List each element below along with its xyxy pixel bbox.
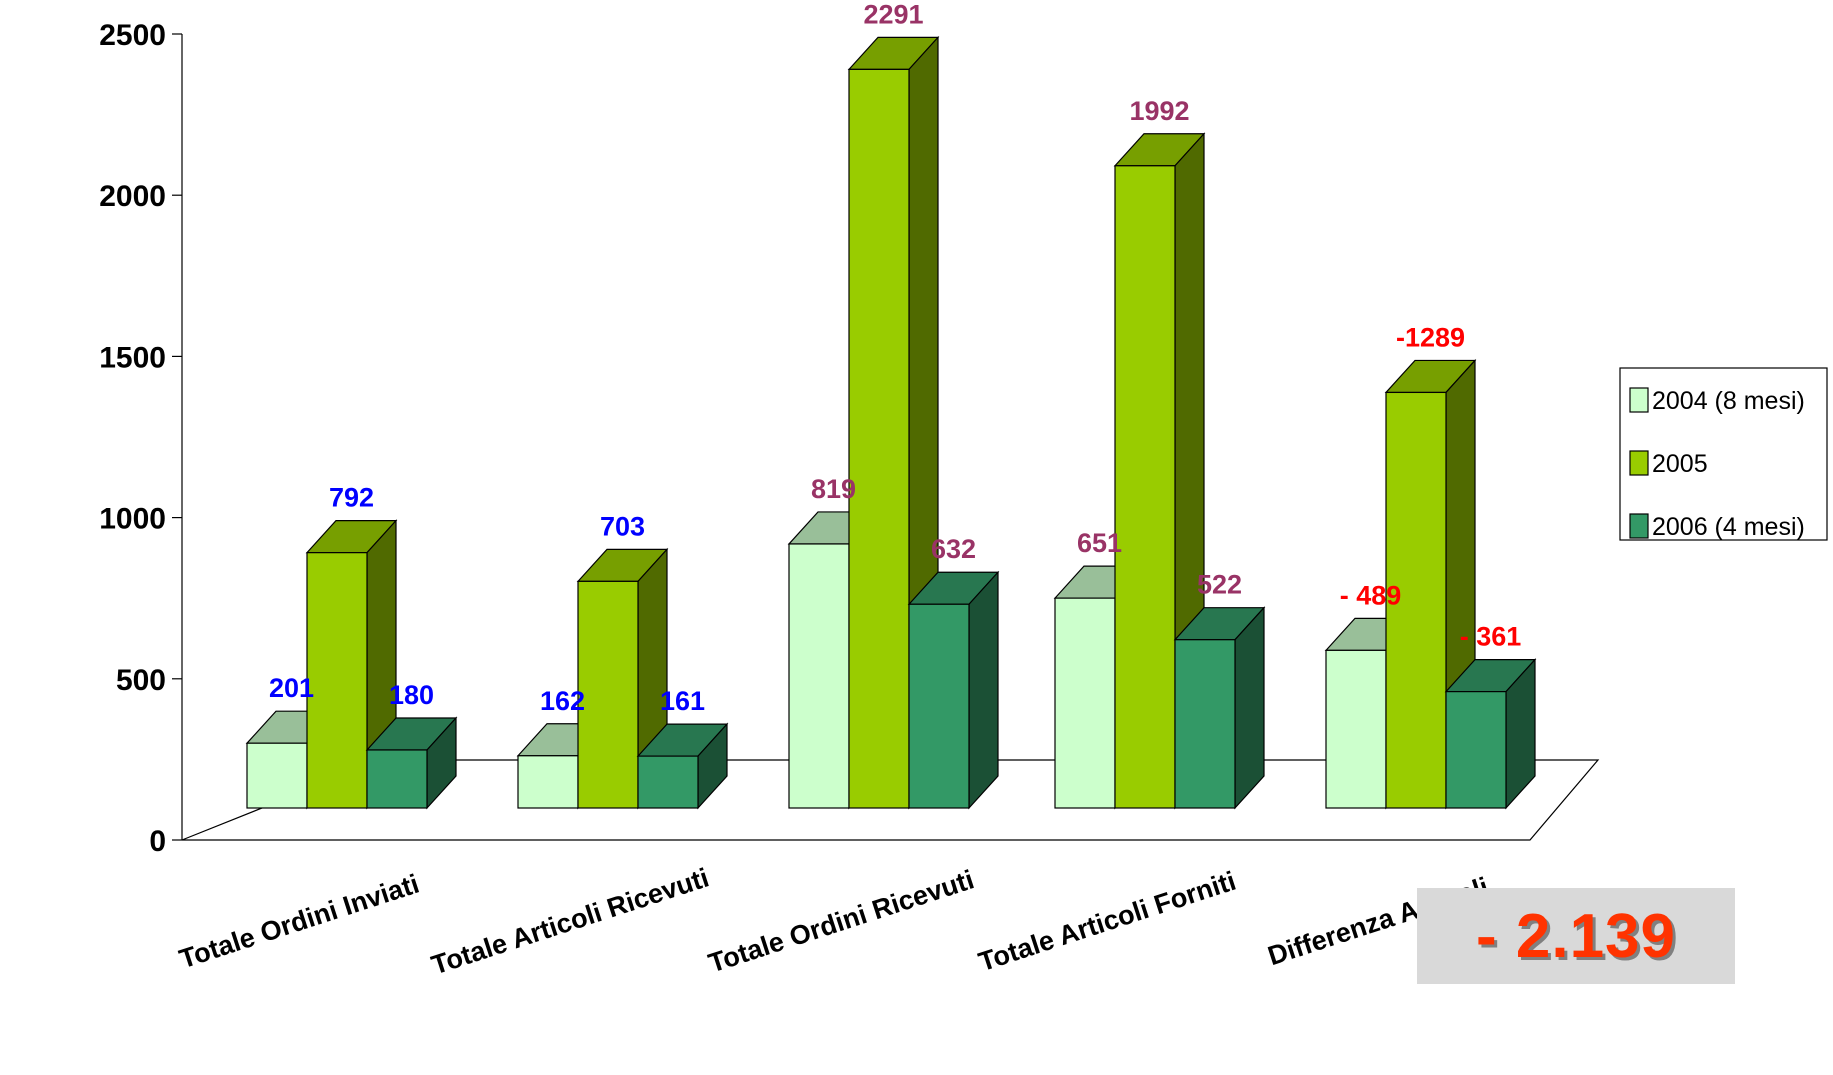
data-label: 162 <box>540 686 585 716</box>
legend-label: 2004 (8 mesi) <box>1652 387 1805 415</box>
data-label: 2291 <box>863 0 923 29</box>
total-difference-box: - 2.139 <box>1417 888 1735 984</box>
y-tick-label: 500 <box>116 664 166 697</box>
data-label: - 489 <box>1340 580 1402 610</box>
bar-front <box>577 580 639 809</box>
bar-front <box>366 749 428 809</box>
bar-side <box>1234 606 1265 810</box>
y-tick-label: 0 <box>149 825 166 858</box>
bar <box>305 519 398 810</box>
bar-front <box>788 543 850 809</box>
legend: 2004 (8 mesi) 2005 2006 (4 mesi) <box>1619 367 1828 541</box>
bar-front <box>1114 165 1176 809</box>
data-label: 819 <box>811 474 856 504</box>
legend-swatch <box>1629 387 1649 413</box>
bar-front <box>848 68 910 809</box>
data-label: 1992 <box>1129 96 1189 126</box>
data-label: 180 <box>389 680 434 710</box>
data-label: 792 <box>329 483 374 513</box>
bar <box>907 570 1000 810</box>
bar-front <box>637 755 699 809</box>
total-difference-value: - 2.139 <box>1475 901 1677 971</box>
data-label: 632 <box>931 534 976 564</box>
bar <box>365 716 458 810</box>
y-tick-label: 1500 <box>99 341 166 374</box>
data-label: 161 <box>660 686 705 716</box>
bars <box>245 35 1537 810</box>
legend-label: 2005 <box>1652 450 1708 478</box>
data-label: -1289 <box>1396 322 1465 352</box>
y-tick-label: 1000 <box>99 503 166 536</box>
value-axis: 0 500 1000 1500 2000 2500 <box>99 19 183 858</box>
bar-front <box>1445 691 1507 809</box>
category-labels: Totale Ordini Inviati Totale Articoli Ric… <box>176 862 1493 980</box>
bar-front <box>517 755 579 809</box>
bar-front <box>1054 597 1116 809</box>
legend-box <box>1619 367 1828 541</box>
bar <box>1173 606 1266 810</box>
bar-front <box>908 603 970 809</box>
y-tick-label: 2000 <box>99 180 166 213</box>
data-label: - 361 <box>1460 622 1522 652</box>
data-label: 522 <box>1197 570 1242 600</box>
category-label: Totale Articoli Ricevuti <box>428 862 713 980</box>
bar-front <box>1325 649 1387 809</box>
y-tick-label: 2500 <box>99 19 166 52</box>
legend-swatch <box>1629 450 1649 476</box>
legend-swatch <box>1629 513 1649 539</box>
bar-front <box>1174 639 1236 809</box>
category-label: Totale Ordini Inviati <box>176 869 423 975</box>
category-label: Totale Ordini Ricevuti <box>705 864 978 978</box>
legend-label: 2006 (4 mesi) <box>1652 513 1805 541</box>
data-label: 201 <box>269 673 314 703</box>
category-label: Totale Articoli Forniti <box>975 866 1240 978</box>
bar <box>1444 658 1537 810</box>
bar-side <box>968 570 999 810</box>
bar <box>636 722 729 810</box>
bar-front <box>246 742 308 809</box>
data-label: 703 <box>600 511 645 541</box>
data-labels: 201 792 180 162 703 161 819 2291 632 651 1992 522 - … <box>269 0 1521 716</box>
data-label: 651 <box>1077 528 1122 558</box>
bar-front <box>306 552 368 809</box>
bar-front <box>1385 391 1447 809</box>
